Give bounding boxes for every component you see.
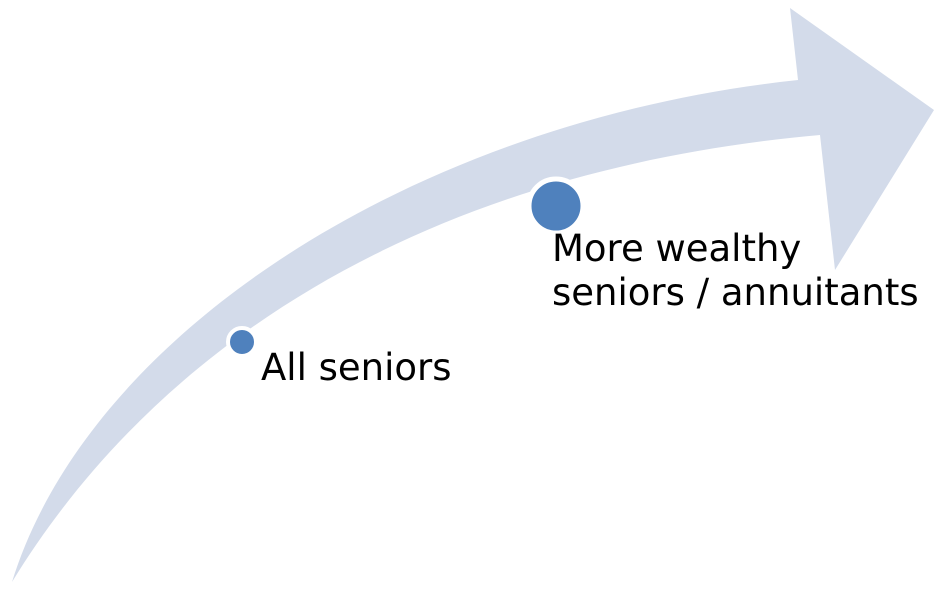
stage-label-line: seniors / annuitants (552, 271, 919, 314)
curved-arrow (12, 8, 934, 582)
stage-label-all-seniors: All seniors (261, 346, 452, 390)
stage-label-line: More wealthy (552, 227, 802, 270)
stage-node-wealthy-seniors (526, 176, 586, 236)
stage-label-wealthy-seniors: More wealthy seniors / annuitants (552, 227, 919, 315)
stage-label-line: All seniors (261, 346, 452, 389)
stage-node-all-seniors (226, 326, 258, 358)
